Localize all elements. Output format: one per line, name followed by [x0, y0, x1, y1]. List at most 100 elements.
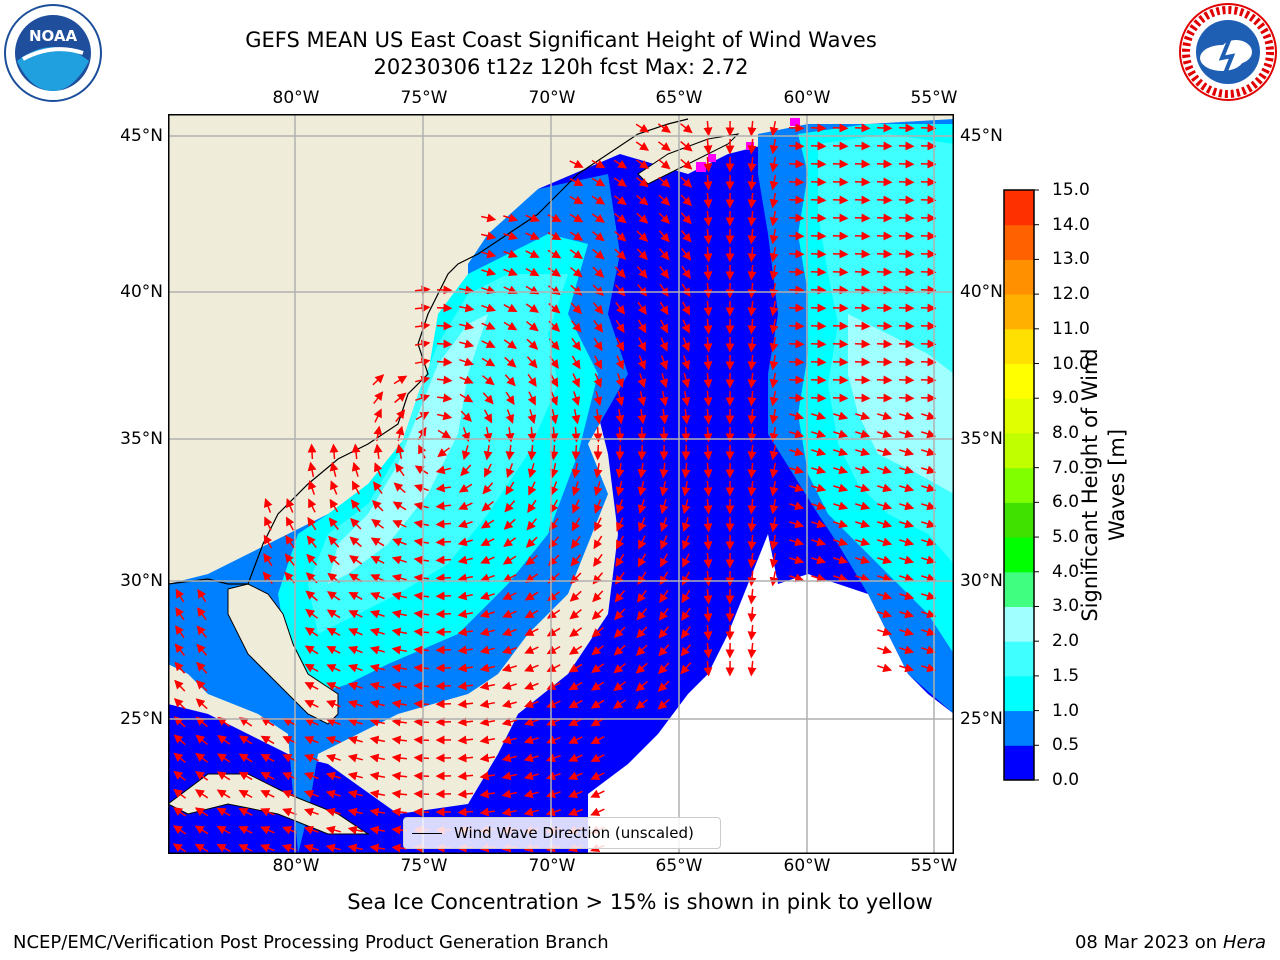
wave-direction-arrow: [788, 123, 805, 133]
bottom-lon-label-75w: 75°W: [400, 856, 448, 876]
wave-direction-arrow: [854, 285, 871, 295]
wave-direction-arrow: [197, 588, 207, 603]
colorbar-tick-label: 2.0: [1052, 631, 1080, 652]
wave-direction-arrow: [898, 267, 915, 277]
wave-direction-arrow: [769, 192, 779, 209]
wave-direction-arrow: [855, 411, 871, 421]
colorbar-tick-label: 3.0: [1052, 596, 1080, 617]
colorbar-bin: [1004, 571, 1034, 607]
wave-direction-arrow: [457, 645, 473, 655]
wave-direction-arrow: [479, 735, 496, 745]
wave-direction-arrow: [920, 375, 937, 385]
nws-logo: [1179, 3, 1277, 101]
wave-direction-arrow: [659, 283, 669, 298]
wave-direction-arrow: [899, 609, 915, 619]
wave-direction-arrow: [525, 555, 538, 566]
wave-direction-arrow: [569, 159, 584, 168]
wave-direction-arrow: [413, 519, 430, 529]
wave-direction-arrow: [172, 825, 187, 835]
wave-direction-arrow: [347, 735, 363, 745]
wave-direction-arrow: [503, 267, 518, 276]
top-lon-label-55w: 55°W: [910, 88, 958, 108]
wave-direction-arrow: [613, 663, 626, 674]
wave-direction-arrow: [899, 501, 915, 511]
wave-direction-arrow: [854, 213, 871, 223]
wave-direction-arrow: [876, 303, 893, 313]
wave-direction-arrow: [479, 789, 496, 799]
wave-direction-arrow: [483, 444, 493, 461]
colorbar-bin: [1004, 537, 1034, 573]
wave-direction-arrow: [329, 443, 339, 460]
wave-direction-arrow: [457, 555, 473, 565]
wave-direction-arrow: [459, 321, 475, 331]
wave-direction-arrow: [305, 608, 319, 619]
wave-direction-arrow: [703, 444, 713, 461]
wave-direction-arrow: [479, 645, 495, 655]
wave-direction-arrow: [523, 753, 539, 763]
wave-direction-arrow: [260, 790, 275, 799]
wave-direction-arrow: [591, 159, 606, 169]
wave-direction-arrow: [480, 555, 495, 564]
wave-direction-arrow: [613, 626, 626, 638]
wave-direction-arrow: [833, 573, 849, 583]
colorbar-tick-label: 12.0: [1052, 284, 1090, 305]
wave-direction-arrow: [526, 338, 539, 350]
wave-direction-arrow: [479, 753, 496, 763]
wave-direction-arrow: [832, 159, 849, 169]
wave-direction-arrow: [174, 643, 185, 656]
colorbar-tick-label: 5.0: [1052, 527, 1080, 548]
colorbar-bin: [1004, 675, 1034, 712]
wave-direction-arrow: [681, 480, 691, 497]
map-frame: [168, 114, 954, 854]
wave-direction-arrow: [435, 555, 452, 565]
chart-subtitle: 20230306 t12z 120h fcst Max: 2.72: [373, 55, 749, 79]
wave-direction-arrow: [899, 573, 915, 583]
wave-direction-arrow: [593, 373, 602, 388]
wave-direction-arrow: [501, 645, 517, 655]
wave-direction-arrow: [568, 789, 583, 798]
wave-direction-arrow: [788, 339, 805, 349]
wave-direction-arrow: [349, 536, 362, 548]
wave-direction-arrow: [372, 374, 385, 386]
wave-direction-arrow: [413, 501, 429, 511]
wave-direction-arrow: [504, 356, 517, 368]
wave-direction-arrow: [370, 592, 385, 601]
colorbar-tick-label: 13.0: [1052, 249, 1090, 270]
wave-direction-arrow: [373, 443, 383, 459]
wave-direction-arrow: [326, 664, 341, 673]
wave-direction-arrow: [592, 266, 605, 278]
wave-direction-arrow: [349, 555, 363, 565]
wave-direction-arrow: [832, 321, 849, 331]
wave-direction-arrow: [810, 375, 827, 385]
wave-direction-arrow: [524, 609, 539, 619]
wave-direction-arrow: [636, 248, 648, 261]
wave-direction-arrow: [546, 699, 561, 708]
wave-direction-arrow: [703, 120, 713, 137]
colorbar: [1003, 189, 1039, 781]
wave-direction-arrow: [833, 537, 849, 547]
wave-direction-arrow: [876, 123, 893, 133]
wave-direction-arrow: [703, 516, 713, 533]
wave-direction-arrow: [789, 519, 805, 529]
wave-direction-arrow: [591, 645, 604, 656]
wave-direction-arrow: [369, 843, 386, 853]
wave-direction-arrow: [457, 699, 474, 709]
wave-direction-arrow: [195, 771, 209, 781]
colorbar-tick-label: 14.0: [1052, 214, 1090, 235]
wave-direction-arrow: [504, 374, 516, 387]
wave-direction-arrow: [238, 735, 253, 745]
wave-direction-arrow: [304, 736, 319, 745]
wave-direction-arrow: [788, 285, 805, 295]
wave-direction-arrow: [635, 662, 648, 674]
wave-direction-arrow: [854, 339, 871, 349]
wave-direction-arrow: [391, 645, 408, 655]
wave-direction-arrow: [527, 409, 537, 425]
wave-direction-arrow: [747, 390, 757, 407]
wave-direction-arrow: [525, 303, 540, 313]
wave-direction-arrow: [920, 357, 937, 367]
wave-direction-arrow: [326, 627, 341, 637]
wave-direction-arrow: [371, 500, 384, 512]
wave-direction-arrow: [502, 573, 517, 583]
wave-direction-arrow: [306, 535, 317, 548]
wave-direction-arrow: [636, 177, 649, 188]
